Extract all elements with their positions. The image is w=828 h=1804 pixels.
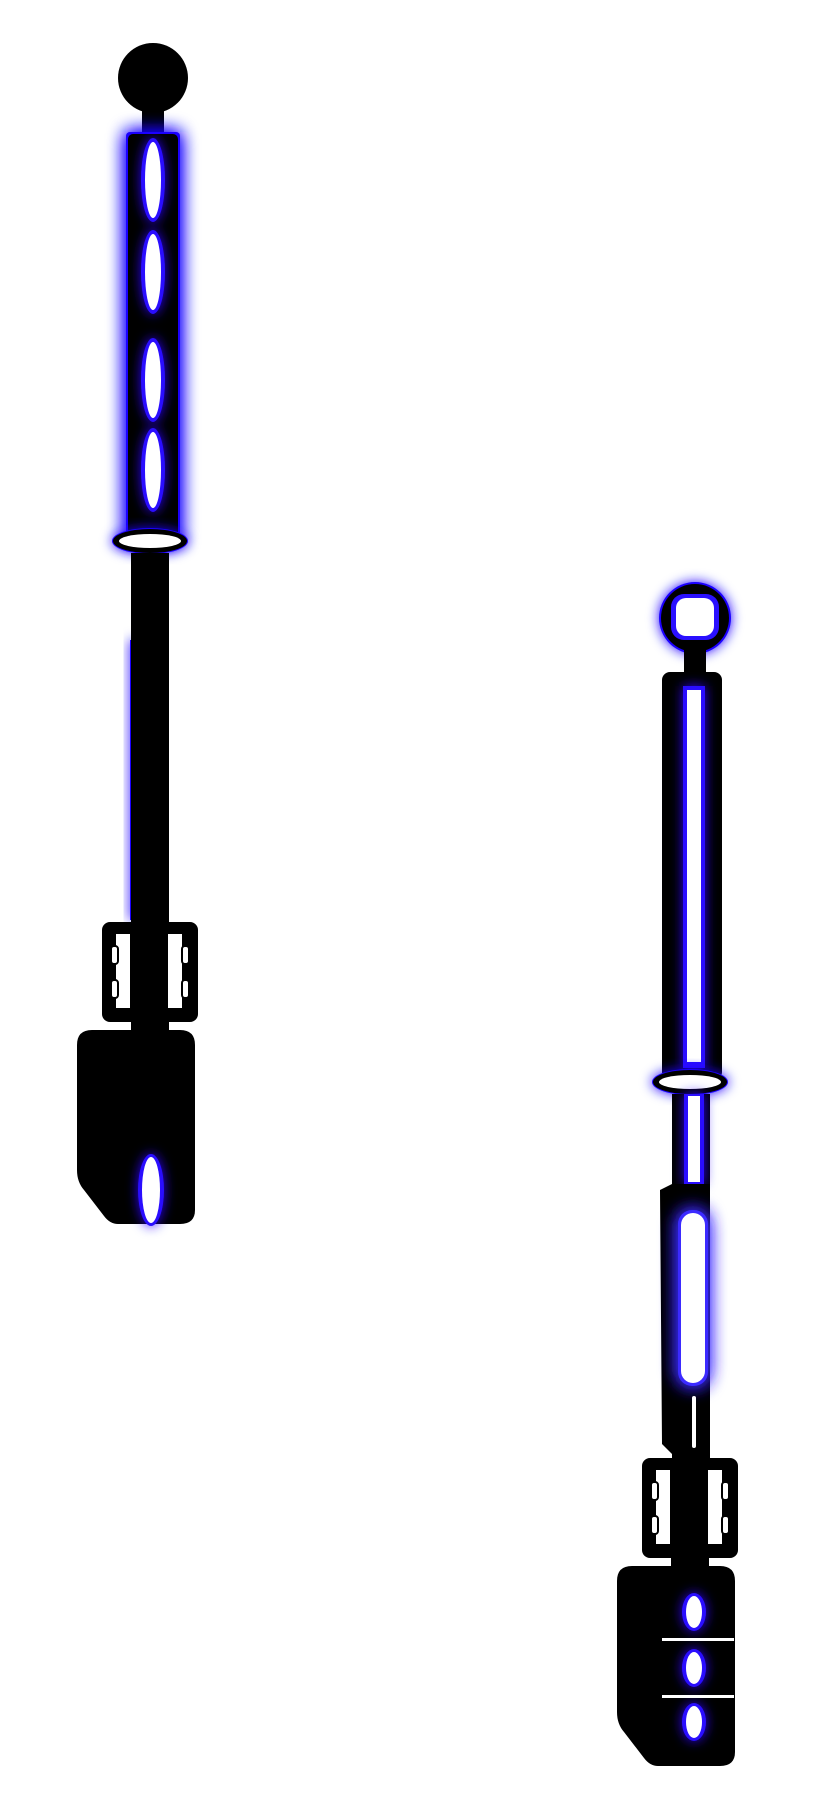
right-neck	[684, 648, 706, 676]
device-left	[77, 43, 198, 1226]
left-neck	[142, 108, 164, 134]
left-upper-tube	[128, 134, 178, 538]
right-grip-line-2	[662, 1695, 734, 1698]
left-grip	[77, 1030, 195, 1224]
left-collar-inner	[119, 534, 181, 548]
right-head-window	[676, 598, 714, 636]
device-right	[617, 582, 738, 1766]
left-clamp	[102, 922, 198, 1032]
right-grip-line-1	[662, 1638, 734, 1641]
right-grip-slot-3	[686, 1706, 702, 1738]
right-grip-slot-1	[686, 1596, 702, 1628]
right-lower-bar	[688, 1096, 700, 1182]
left-slot-2-light	[145, 234, 161, 310]
left-slot-4-light	[145, 432, 161, 508]
right-mid-bar	[681, 1213, 705, 1383]
left-head-ball	[118, 43, 188, 113]
left-slot-3-light	[145, 342, 161, 418]
left-shaft	[131, 553, 169, 933]
right-grip	[617, 1566, 735, 1766]
right-collar-inner	[659, 1075, 721, 1089]
right-grip-slot-2	[686, 1652, 702, 1684]
left-grip-slot	[142, 1157, 160, 1223]
right-upper-bar	[687, 690, 701, 1062]
right-mid-line	[692, 1396, 696, 1448]
left-slot-1-light	[145, 142, 161, 218]
right-clamp	[642, 1458, 738, 1568]
